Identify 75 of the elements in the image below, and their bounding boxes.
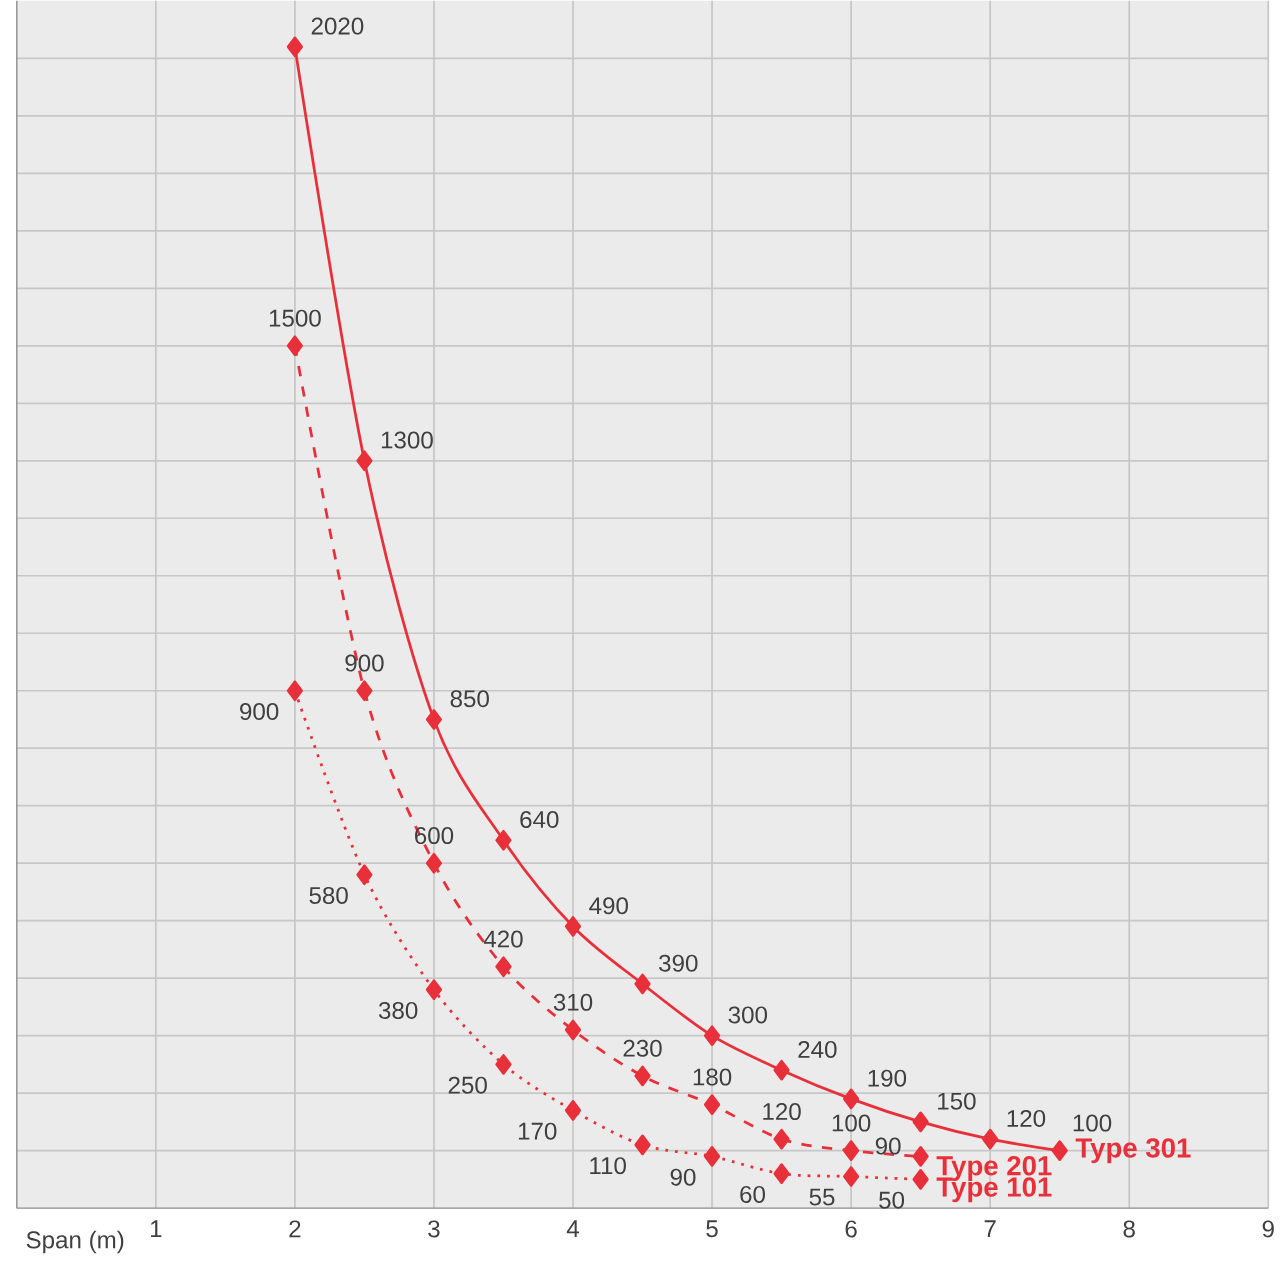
data-label: 380 bbox=[378, 1001, 418, 1019]
x-tick-label: 6 bbox=[845, 1220, 857, 1238]
data-label: 55 bbox=[809, 1188, 835, 1206]
data-label: 100 bbox=[832, 1114, 871, 1132]
point bbox=[425, 979, 443, 1000]
data-label: 390 bbox=[659, 954, 698, 972]
x-tick-label: 5 bbox=[706, 1220, 718, 1238]
point bbox=[564, 915, 582, 937]
x-axis-title: Span (m) bbox=[26, 1230, 124, 1254]
point bbox=[703, 1094, 721, 1115]
point bbox=[286, 680, 303, 701]
data-label: 600 bbox=[415, 826, 454, 844]
point bbox=[843, 1088, 860, 1110]
data-label: 1300 bbox=[381, 431, 433, 449]
data-label: 180 bbox=[693, 1068, 732, 1086]
data-label: 50 bbox=[879, 1191, 905, 1209]
point bbox=[564, 1099, 582, 1121]
point bbox=[356, 864, 373, 885]
data-label: 120 bbox=[763, 1102, 801, 1120]
data-label: 170 bbox=[518, 1122, 557, 1140]
data-label: 190 bbox=[868, 1069, 907, 1087]
data-label: 90 bbox=[670, 1168, 696, 1186]
data-label: 90 bbox=[875, 1137, 901, 1155]
data-label: 850 bbox=[450, 690, 489, 708]
data-label: 2020 bbox=[311, 17, 364, 35]
point bbox=[634, 1065, 651, 1087]
data-label: 640 bbox=[520, 810, 559, 828]
point bbox=[425, 852, 443, 874]
point bbox=[356, 680, 373, 701]
data-label: 900 bbox=[240, 702, 279, 720]
data-label: 240 bbox=[798, 1040, 837, 1058]
data-label: 580 bbox=[309, 886, 348, 904]
point bbox=[982, 1128, 999, 1150]
data-label: 250 bbox=[448, 1076, 487, 1094]
point bbox=[495, 956, 512, 977]
data-label: 420 bbox=[483, 930, 523, 948]
point bbox=[495, 1053, 512, 1075]
x-tick-label: 8 bbox=[1123, 1220, 1135, 1238]
point bbox=[773, 1059, 790, 1081]
data-label: 900 bbox=[345, 654, 384, 672]
point bbox=[425, 709, 443, 730]
point bbox=[356, 450, 373, 471]
point bbox=[773, 1163, 790, 1184]
data-label: 310 bbox=[553, 993, 593, 1011]
point bbox=[495, 829, 512, 851]
point bbox=[703, 1025, 721, 1046]
point bbox=[912, 1111, 929, 1133]
point bbox=[1051, 1140, 1068, 1161]
x-tick-label: 9 bbox=[1262, 1220, 1274, 1238]
point bbox=[634, 1134, 651, 1156]
point bbox=[703, 1145, 721, 1167]
x-tick-label: 1 bbox=[150, 1220, 162, 1237]
data-label: 490 bbox=[589, 897, 628, 915]
data-label: 1500 bbox=[269, 309, 321, 327]
x-tick-label: 2 bbox=[289, 1220, 301, 1238]
point bbox=[912, 1145, 929, 1167]
x-tick-label: 4 bbox=[566, 1220, 579, 1237]
x-tick-label: 3 bbox=[428, 1220, 440, 1238]
point bbox=[634, 973, 651, 995]
point bbox=[843, 1166, 860, 1187]
point bbox=[564, 1019, 582, 1041]
x-tick-label: 7 bbox=[984, 1220, 996, 1237]
point bbox=[912, 1168, 929, 1190]
data-label: 150 bbox=[938, 1092, 976, 1110]
point bbox=[286, 36, 303, 58]
point bbox=[843, 1140, 860, 1161]
data-label: 230 bbox=[623, 1039, 662, 1057]
data-label: 110 bbox=[590, 1157, 626, 1175]
data-label: 300 bbox=[728, 1006, 768, 1024]
point bbox=[773, 1128, 790, 1150]
data-label: 100 bbox=[1073, 1114, 1112, 1132]
data-label: 120 bbox=[1007, 1109, 1046, 1127]
data-label: 60 bbox=[740, 1185, 766, 1203]
series-label: Type 301 bbox=[1075, 1138, 1191, 1164]
point bbox=[286, 335, 303, 356]
